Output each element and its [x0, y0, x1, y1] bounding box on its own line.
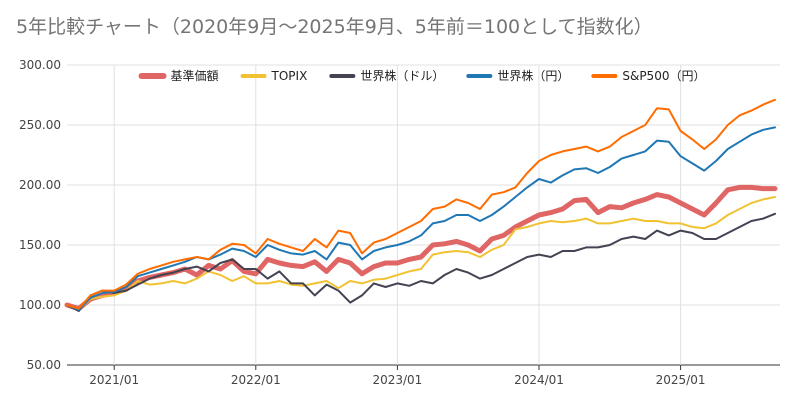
x-tick-label: 2025/01 [656, 373, 706, 387]
x-tick-label: 2022/01 [231, 373, 281, 387]
chart-title: 5年比較チャート（2020年9月～2025年9月、5年前＝100として指数化） [16, 16, 653, 38]
x-axis: 2021/01 2022/01 2023/01 2024/01 2025/01 [89, 365, 706, 387]
y-tick-label: 300.00 [19, 58, 61, 72]
y-tick-label: 250.00 [19, 118, 61, 132]
x-tick-label: 2023/01 [372, 373, 422, 387]
legend-item-1: TOPIX [240, 69, 308, 83]
series-line-0 [64, 184, 778, 312]
y-axis: 50.00 100.00 150.00 200.00 250.00 300.00 [19, 58, 61, 372]
legend-label: 世界株（ドル） [360, 68, 444, 83]
y-tick-label: 100.00 [19, 298, 61, 312]
legend-item-2: 世界株（ドル） [329, 68, 444, 83]
series-layer [64, 98, 778, 312]
legend-item-0: 基準価額 [138, 68, 219, 83]
legend-label: S&P500（円） [622, 69, 705, 83]
y-tick-label: 50.00 [27, 358, 61, 372]
series-line-3 [66, 126, 776, 311]
series-line-1 [66, 196, 776, 311]
x-tick-label: 2021/01 [89, 373, 139, 387]
legend-item-3: 世界株（円） [466, 68, 569, 83]
legend-item-4: S&P500（円） [591, 69, 705, 83]
series-line-4 [66, 98, 776, 310]
y-tick-label: 150.00 [19, 238, 61, 252]
legend: 基準価額 TOPIX 世界株（ドル） 世界株（円） S&P500（円） [138, 68, 705, 83]
legend-label: 基準価額 [171, 68, 219, 83]
legend-label: 世界株（円） [497, 68, 569, 83]
series-line-2 [66, 212, 776, 312]
grid-layer [67, 64, 780, 366]
y-tick-label: 200.00 [19, 178, 61, 192]
x-tick-label: 2024/01 [514, 373, 564, 387]
legend-label: TOPIX [271, 69, 308, 83]
